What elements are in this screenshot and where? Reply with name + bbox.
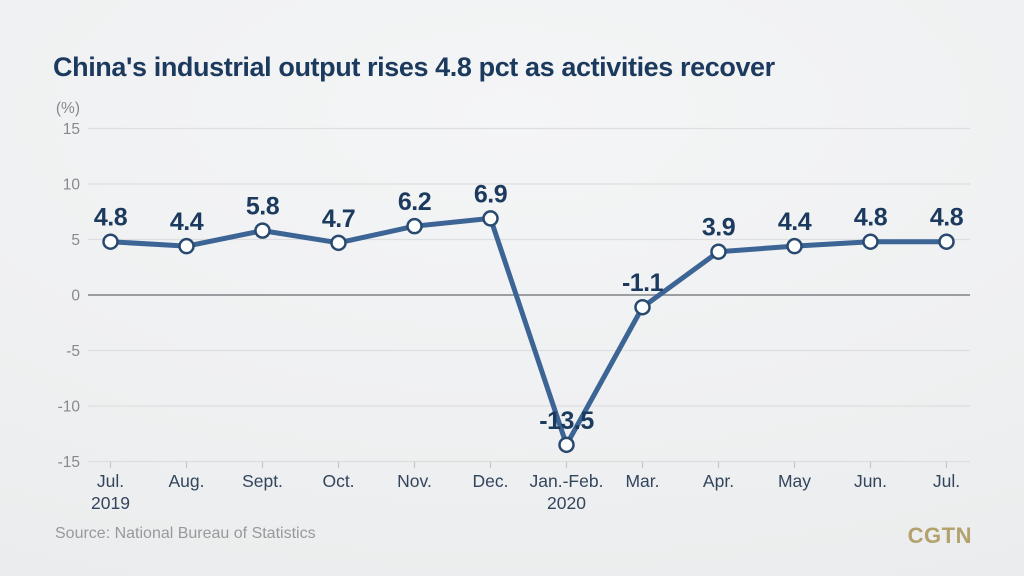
data-point-label: 4.7 bbox=[322, 205, 355, 233]
data-point-label: 4.4 bbox=[170, 208, 204, 236]
x-axis-tick-label: Jan.-Feb. bbox=[530, 471, 604, 491]
chart-title: China's industrial output rises 4.8 pct … bbox=[53, 52, 775, 82]
data-point-marker bbox=[482, 210, 499, 227]
x-axis-tick-sublabel: 2019 bbox=[91, 493, 130, 513]
x-axis-tick-label: Jul. bbox=[933, 471, 960, 491]
x-axis-tick-label: Jul. bbox=[97, 471, 124, 491]
data-point-label: 6.9 bbox=[474, 180, 507, 208]
x-axis-tick-label: Mar. bbox=[625, 471, 659, 491]
data-line bbox=[108, 215, 949, 448]
x-axis-tick-sublabel: 2020 bbox=[547, 493, 586, 513]
source-note: Source: National Bureau of Statistics bbox=[55, 525, 316, 542]
x-axis-tick-label: Sept. bbox=[242, 471, 283, 491]
data-point-label: -13.5 bbox=[539, 407, 594, 435]
x-axis-tick-label: May bbox=[778, 471, 811, 491]
data-point-label: 4.8 bbox=[930, 204, 964, 232]
cgtn-logo: CGTN bbox=[907, 523, 972, 548]
data-point-label: 4.8 bbox=[854, 204, 888, 232]
data-point-marker bbox=[862, 233, 879, 250]
x-axis-tick-label: Jun. bbox=[854, 471, 887, 491]
data-point-label: 4.4 bbox=[778, 208, 812, 236]
data-point-marker bbox=[634, 298, 651, 316]
data-point-marker bbox=[178, 237, 195, 255]
data-point-marker bbox=[102, 233, 119, 250]
data-point-marker bbox=[558, 436, 575, 454]
x-axis-tick-label: Apr. bbox=[703, 471, 734, 491]
data-point-marker bbox=[406, 217, 423, 235]
y-axis-tick-label: 15 bbox=[63, 121, 80, 138]
data-point-label: 5.8 bbox=[246, 193, 280, 221]
y-axis-tick-label: 5 bbox=[71, 232, 80, 249]
x-axis-tick-label: Aug. bbox=[169, 471, 205, 491]
x-axis-tick-label: Dec. bbox=[473, 471, 509, 491]
data-point-marker bbox=[330, 234, 347, 252]
data-point-label: -1.1 bbox=[622, 269, 664, 297]
y-axis-tick-label: 0 bbox=[71, 288, 80, 305]
y-axis-tick-label: -15 bbox=[58, 454, 80, 471]
data-point-marker bbox=[938, 233, 955, 250]
y-axis-tick-label: 10 bbox=[63, 177, 81, 194]
data-point-label: 4.8 bbox=[94, 204, 128, 232]
y-axis-tick-label: -5 bbox=[66, 343, 80, 360]
y-axis-tick-label: -10 bbox=[58, 399, 81, 416]
y-axis-unit-label: (%) bbox=[56, 100, 80, 117]
x-axis-tick-label: Oct. bbox=[322, 471, 354, 491]
data-point-marker bbox=[786, 237, 803, 255]
data-point-marker bbox=[254, 222, 271, 239]
data-point-label: 3.9 bbox=[702, 214, 735, 242]
data-point-marker bbox=[710, 243, 727, 260]
x-axis-tick-label: Nov. bbox=[397, 471, 432, 491]
data-point-label: 6.2 bbox=[398, 188, 431, 216]
